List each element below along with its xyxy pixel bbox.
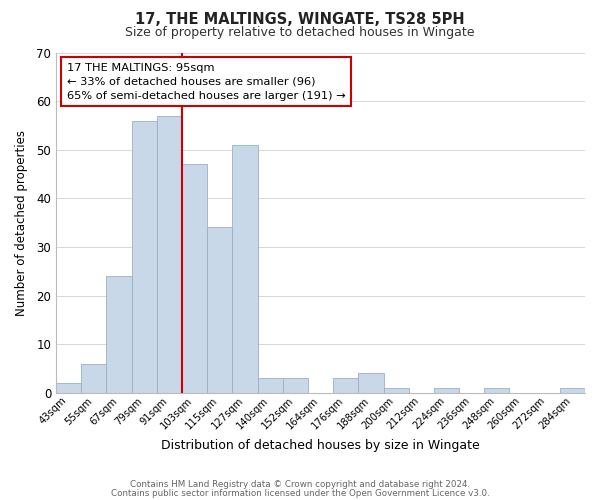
Text: Contains HM Land Registry data © Crown copyright and database right 2024.: Contains HM Land Registry data © Crown c… [130,480,470,489]
Text: Size of property relative to detached houses in Wingate: Size of property relative to detached ho… [125,26,475,39]
Bar [283,378,308,393]
Bar [56,383,81,393]
Bar [257,378,283,393]
Bar [232,145,257,393]
Text: 17 THE MALTINGS: 95sqm
← 33% of detached houses are smaller (96)
65% of semi-det: 17 THE MALTINGS: 95sqm ← 33% of detached… [67,62,345,100]
Bar [484,388,509,393]
Bar [81,364,106,393]
Text: Contains public sector information licensed under the Open Government Licence v3: Contains public sector information licen… [110,490,490,498]
Text: 17, THE MALTINGS, WINGATE, TS28 5PH: 17, THE MALTINGS, WINGATE, TS28 5PH [135,12,465,28]
X-axis label: Distribution of detached houses by size in Wingate: Distribution of detached houses by size … [161,440,480,452]
Y-axis label: Number of detached properties: Number of detached properties [15,130,28,316]
Bar [182,164,207,393]
Bar [157,116,182,393]
Bar [383,388,409,393]
Bar [434,388,459,393]
Bar [358,374,383,393]
Bar [560,388,585,393]
Bar [333,378,358,393]
Bar [131,120,157,393]
Bar [207,228,232,393]
Bar [106,276,131,393]
